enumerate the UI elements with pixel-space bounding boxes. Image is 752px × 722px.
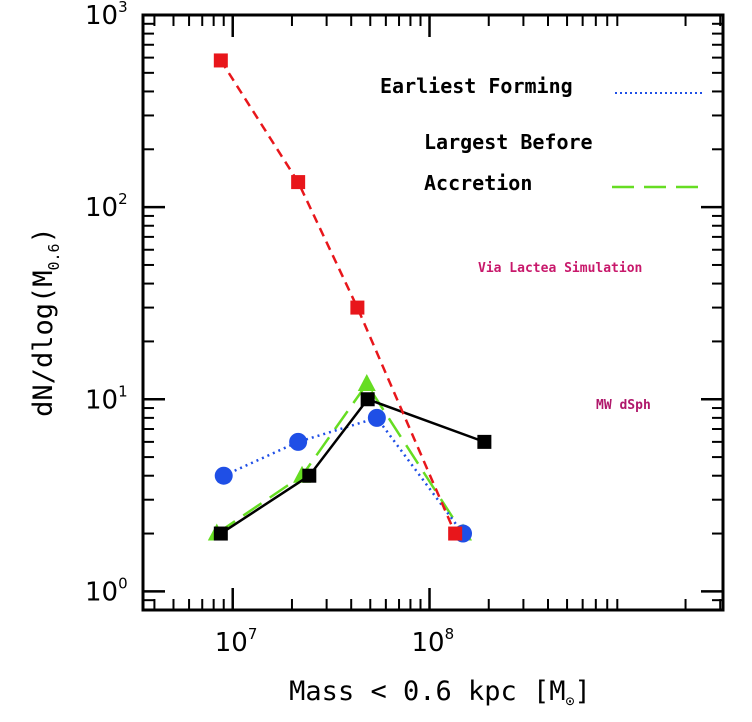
legend-label-earliest-forming: Earliest Forming xyxy=(380,74,573,98)
series-mw-dsph xyxy=(213,392,492,541)
y-axis-title: dN/dlog(M0.6) xyxy=(28,227,63,417)
data-point-earliest-forming xyxy=(214,466,233,485)
y-tick-exponent: 0 xyxy=(118,574,128,592)
series-earliest-forming xyxy=(214,408,473,543)
plot-frame xyxy=(141,13,725,612)
legend-label-accretion: Accretion xyxy=(424,171,532,195)
x-tick-label: 108 xyxy=(412,625,455,658)
data-point-largest-before-accretion xyxy=(357,374,376,392)
y-tick-label: 103 xyxy=(85,0,128,31)
x-tick-exponent: 8 xyxy=(445,625,455,643)
y-axis-title-sub: 0.6 xyxy=(45,243,63,270)
data-point-mw-dsph xyxy=(477,434,492,449)
legend: Earliest Forming Largest Before Accretio… xyxy=(380,74,708,195)
data-point-via-lactea-simulation xyxy=(448,526,463,541)
y-tick-exponent: 3 xyxy=(118,0,128,16)
y-tick-exponent: 1 xyxy=(118,382,128,400)
x-axis-title-close: ] xyxy=(575,676,591,707)
major-ticks xyxy=(143,13,723,610)
x-tick-exponent: 7 xyxy=(248,625,258,643)
x-axis-title-sub: ⊙ xyxy=(566,692,575,710)
legend-label-largest-before: Largest Before xyxy=(424,130,593,154)
series-layer xyxy=(207,53,492,543)
data-point-via-lactea-simulation xyxy=(350,300,365,315)
data-point-mw-dsph xyxy=(360,392,375,407)
annotation-via-lactea: Via Lactea Simulation xyxy=(478,261,642,276)
data-point-mw-dsph xyxy=(213,526,228,541)
data-point-via-lactea-simulation xyxy=(291,175,306,190)
x-axis-title-main: Mass < 0.6 kpc [M xyxy=(289,676,565,707)
data-point-mw-dsph xyxy=(302,468,317,483)
data-point-earliest-forming xyxy=(367,408,386,427)
series-line-via-lactea-simulation xyxy=(219,59,457,535)
data-point-earliest-forming xyxy=(289,432,308,451)
y-tick-label: 101 xyxy=(85,382,128,415)
minor-ticks xyxy=(143,15,723,610)
data-point-via-lactea-simulation xyxy=(213,53,228,68)
series-line-largest-before-accretion xyxy=(216,381,465,535)
x-tick-label: 107 xyxy=(215,625,258,658)
y-axis-title-main: dN/dlog(M xyxy=(28,271,59,417)
series-line-mw-dsph xyxy=(220,397,485,535)
series-via-lactea-simulation xyxy=(213,53,463,541)
y-tick-exponent: 2 xyxy=(118,190,128,208)
y-tick-label: 102 xyxy=(85,190,128,223)
y-tick-label: 100 xyxy=(85,574,128,607)
x-axis-title: Mass < 0.6 kpc [M⊙] xyxy=(289,676,591,710)
annotation-mw-dsph: MW dSph xyxy=(596,398,651,413)
y-axis-title-close: ) xyxy=(28,227,59,243)
